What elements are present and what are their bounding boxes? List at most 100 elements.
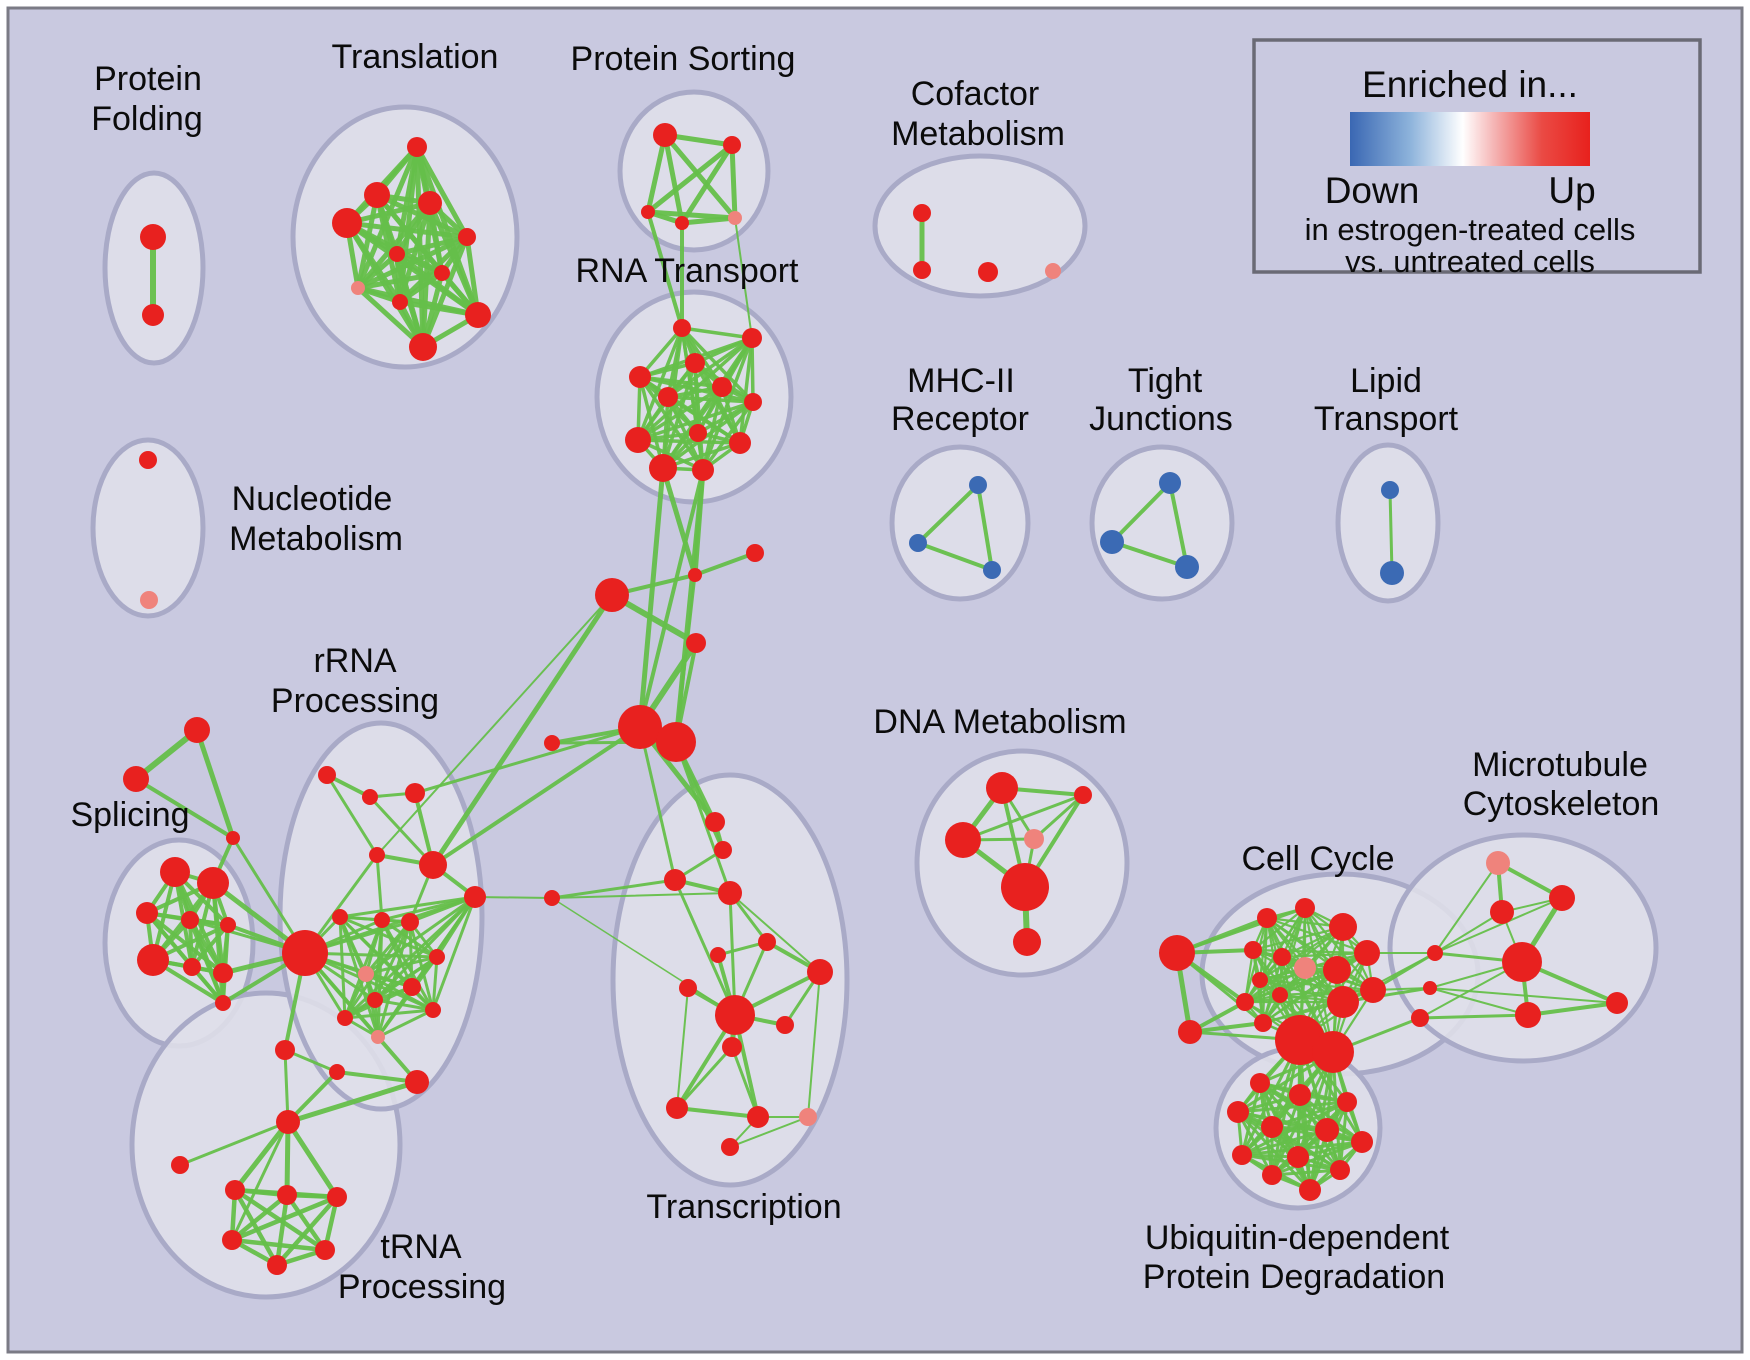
gene-set-node-red [1236,993,1254,1011]
cluster-label-mhc-ii-receptor-line1: MHC-II [907,362,1015,400]
gene-set-node-red [1252,972,1268,988]
edge [1270,1050,1335,1177]
gene-set-node-red [318,766,336,784]
gene-set-node-red [405,783,425,803]
gene-set-node-red [277,1185,297,1205]
edge [338,915,347,1020]
cluster-ellipse-lipid-transport [1335,442,1441,604]
edge [729,892,821,973]
gene-set-node-red [1289,1084,1311,1106]
edge [338,915,439,959]
gene-set-node-red [142,304,164,326]
edge [188,918,225,1005]
gene-set-node-red [625,427,651,453]
gene-set-node-red [1315,1118,1339,1142]
edge [976,483,994,572]
edge [645,132,668,215]
gene-set-node-red [1423,981,1437,995]
edge [729,1116,809,1148]
edge [734,217,753,339]
gene-set-node-red [275,1040,295,1060]
gene-set-node-pink [1024,829,1044,849]
cluster-label-cofactor-metabolism-line1: Cofactor [911,75,1040,113]
gene-set-node-red [664,869,686,891]
gene-set-node-red [282,930,328,976]
edge [693,551,757,577]
gene-set-node-red [679,979,697,997]
edge [430,592,615,868]
gene-set-node-red [225,1180,245,1200]
edge [638,375,705,472]
cluster-label-trna-processing-line2: Processing [338,1268,506,1306]
edge [376,594,613,856]
legend-box [1252,38,1702,274]
gene-set-node-pink [371,1030,385,1044]
gene-set-node-red [689,424,707,442]
gene-set-node-red [327,1187,347,1207]
gene-set-node-red [1232,1145,1252,1165]
gene-set-node-red [686,633,706,653]
cluster-label-mhc-ii-receptor-line2: Receptor [891,400,1029,438]
cluster-label-transcription: Transcription [646,1188,841,1226]
gene-set-node-red [658,387,678,407]
gene-set-node-red [744,393,762,411]
cluster-label-ubiquitin-degradation-line2: Protein Degradation [1143,1258,1445,1296]
gene-set-node-red [986,772,1018,804]
cluster-label-lipid-transport-line2: Transport [1314,400,1459,438]
gene-set-node-red [710,947,726,963]
gene-set-node-red [389,246,405,262]
gene-set-node-red [656,722,696,762]
edge [636,400,755,442]
edge [232,1187,280,1268]
edge [1278,988,1375,997]
edge [666,395,755,404]
gene-set-node-red [1360,977,1386,1003]
gene-set-node-pink [1045,263,1061,279]
edge [1280,951,1369,959]
edge [413,725,642,795]
gene-set-node-red [705,812,725,832]
edge [680,326,755,404]
gene-set-node-red [332,909,348,925]
gene-set-node-red [641,205,655,219]
gene-set-node-red [337,1010,353,1026]
gene-set-node-red [729,432,751,454]
gene-set-node-red [267,1255,287,1275]
edge [636,326,684,442]
cluster-label-lipid-transport-line1: Lipid [1350,362,1422,400]
legend-subtitle-line2: vs. untreated cells [1345,244,1595,279]
edge [1434,862,1499,954]
cluster-label-translation: Translation [332,38,499,76]
gene-set-node-red [978,262,998,282]
edge [431,955,439,1012]
edge [1168,481,1189,569]
edge [1429,987,1618,1004]
edge [283,1048,290,1124]
edge [673,878,737,1017]
edge [638,468,705,729]
gene-set-node-red [213,963,233,983]
edge [729,142,738,221]
gene-set-node-pink [1486,851,1510,875]
gene-set-node-red [746,544,764,562]
gene-set-node-red [747,1106,769,1128]
edge [194,727,236,841]
edge [474,896,553,899]
cluster-label-trna-processing-line1: tRNA [380,1228,462,1266]
edge [662,132,685,226]
cluster-ellipse-mhc-ii-receptor [889,444,1031,602]
gene-set-node-red [434,265,450,281]
gene-set-node-red [1327,986,1359,1018]
gene-set-node-red [1515,1002,1541,1028]
edge [1188,1021,1265,1034]
cluster-ellipse-tight-junctions [1089,444,1235,602]
gene-set-node-pink [799,1108,817,1126]
edge [1258,925,1345,982]
edge [645,142,735,215]
edge [728,891,737,1017]
gene-set-node-red [692,459,714,481]
edge [675,1045,734,1110]
gene-set-node-red [374,912,390,928]
gene-set-node-red [913,261,931,279]
